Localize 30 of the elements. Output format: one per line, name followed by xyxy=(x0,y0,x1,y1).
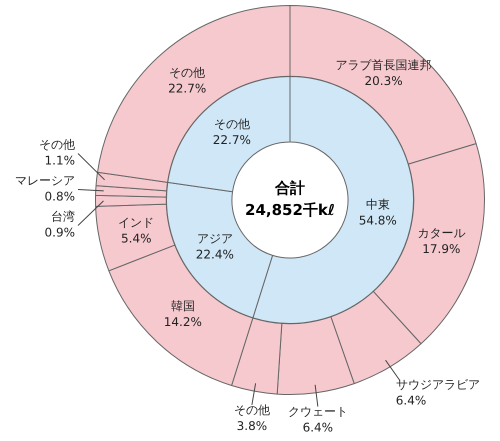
data-label: 22.4% xyxy=(196,247,234,262)
slice-label: アラブ首長国連邦 xyxy=(336,58,432,72)
data-label: 14.2% xyxy=(164,314,202,329)
data-label: 0.9% xyxy=(44,226,75,240)
slice-label: クウェート xyxy=(288,404,348,419)
data-label: 20.3% xyxy=(364,74,403,88)
data-label: 0.8% xyxy=(44,190,75,204)
data-label: 6.4% xyxy=(396,393,426,408)
data-label: 22.7% xyxy=(212,133,251,147)
slice-label: その他 xyxy=(169,65,206,80)
slice-label: インド xyxy=(118,216,154,230)
slice-label: アジア xyxy=(196,231,233,246)
slice-label: その他 xyxy=(214,117,250,131)
slice-label: その他 xyxy=(234,403,270,418)
slice-label: マレーシア xyxy=(15,174,75,188)
slice-label: サウジアラビア xyxy=(396,377,480,392)
slice-label: その他 xyxy=(39,138,75,152)
data-label: 3.8% xyxy=(236,419,268,434)
text: 合計 xyxy=(274,178,305,197)
slice-label: 中東 xyxy=(366,198,390,212)
data-label: 1.1% xyxy=(44,154,75,168)
data-label: 6.4% xyxy=(302,420,334,435)
data-label: 22.7% xyxy=(168,81,206,96)
data-label: 54.8% xyxy=(358,214,397,228)
data-label: 5.4% xyxy=(120,232,152,246)
text: 24,852千kℓ xyxy=(245,200,335,219)
slice-label: 台湾 xyxy=(51,210,75,224)
slice-label: 韓国 xyxy=(170,298,195,313)
data-label: 17.9% xyxy=(422,242,460,256)
slice-label: カタール xyxy=(417,226,466,240)
